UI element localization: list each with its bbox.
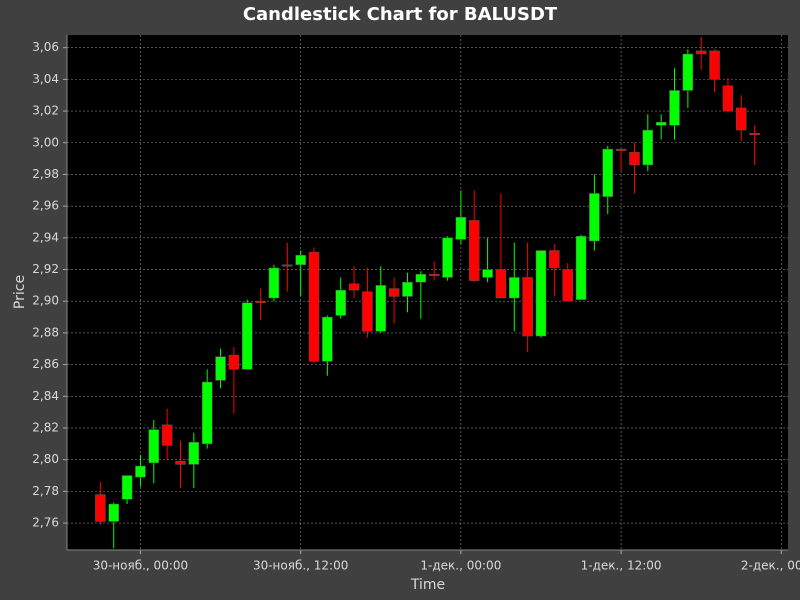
y-tick-label: 2,80	[32, 452, 59, 466]
candle-body	[375, 285, 387, 332]
y-tick-label: 2,98	[32, 167, 59, 181]
y-tick-label: 3,04	[32, 72, 59, 86]
x-tick-label: 2-дек., 00:00	[741, 559, 800, 573]
x-tick-label: 30-нояб., 12:00	[253, 559, 348, 573]
y-tick-label: 2,94	[32, 230, 59, 244]
candle-body	[655, 121, 667, 126]
candle-body	[482, 269, 493, 278]
candle-body	[282, 264, 293, 267]
candle-body	[535, 250, 547, 337]
x-tick-label: 30-нояб., 00:00	[93, 559, 188, 573]
candle-body	[175, 461, 186, 465]
y-tick-label: 3,02	[32, 104, 59, 118]
candle-body	[722, 85, 734, 112]
candle-body	[148, 429, 160, 464]
candle-body	[108, 503, 119, 522]
candle-body	[455, 216, 467, 240]
candle-body	[562, 269, 573, 302]
candle-body	[95, 494, 106, 522]
candle-body	[322, 316, 333, 362]
candle-body	[121, 475, 133, 500]
x-axis-label: Time	[410, 577, 445, 593]
candle-body	[495, 269, 507, 299]
candle-body	[335, 289, 346, 316]
candle-body	[255, 300, 266, 304]
candle-body	[161, 424, 173, 446]
candle-body	[695, 50, 707, 55]
candle-body	[428, 274, 440, 277]
candle-body	[188, 441, 200, 465]
y-tick-label: 2,84	[32, 389, 59, 403]
y-tick-label: 2,90	[32, 294, 59, 308]
candle-body	[268, 267, 280, 299]
y-tick-label: 2,76	[32, 516, 59, 530]
candle-body	[629, 152, 640, 166]
candle-body	[682, 53, 694, 91]
candle-body	[348, 283, 360, 291]
candle-body	[509, 277, 520, 299]
candle-body	[215, 356, 226, 381]
candle-body	[241, 302, 253, 370]
chart-title: Candlestick Chart for BALUSDT	[243, 4, 558, 25]
candle-body	[642, 129, 654, 166]
y-tick-label: 2,86	[32, 357, 59, 371]
candle-body	[736, 107, 747, 131]
y-tick-label: 2,88	[32, 325, 59, 339]
candle-body	[709, 50, 720, 80]
candle-body	[228, 354, 240, 370]
candle-body	[602, 148, 614, 197]
y-axis-label: Price	[12, 275, 28, 309]
y-tick-label: 2,92	[32, 262, 59, 276]
candle-body	[549, 250, 560, 269]
x-tick-label: 1-дек., 12:00	[581, 559, 662, 573]
candle-body	[415, 274, 427, 283]
plot-area	[67, 35, 788, 550]
candle-body	[522, 277, 533, 337]
y-tick-label: 2,78	[32, 484, 59, 498]
candle-body	[388, 288, 400, 297]
candle-body	[201, 381, 213, 445]
candle-body	[442, 237, 453, 278]
candle-body	[135, 465, 146, 478]
x-tick-label: 1-дек., 00:00	[420, 559, 501, 573]
candle-body	[589, 193, 600, 242]
candle-body	[468, 220, 480, 281]
candle-body	[615, 148, 627, 151]
candle-body	[749, 132, 760, 136]
candle-body	[308, 251, 320, 362]
candle-body	[362, 291, 373, 332]
candle-body	[669, 90, 680, 126]
y-tick-label: 2,96	[32, 199, 59, 213]
candle-body	[402, 281, 413, 297]
y-tick-label: 2,82	[32, 420, 59, 434]
y-tick-label: 3,00	[32, 135, 59, 149]
candle-body	[295, 255, 306, 266]
candle-body	[575, 235, 587, 300]
y-tick-label: 3,06	[32, 40, 59, 54]
